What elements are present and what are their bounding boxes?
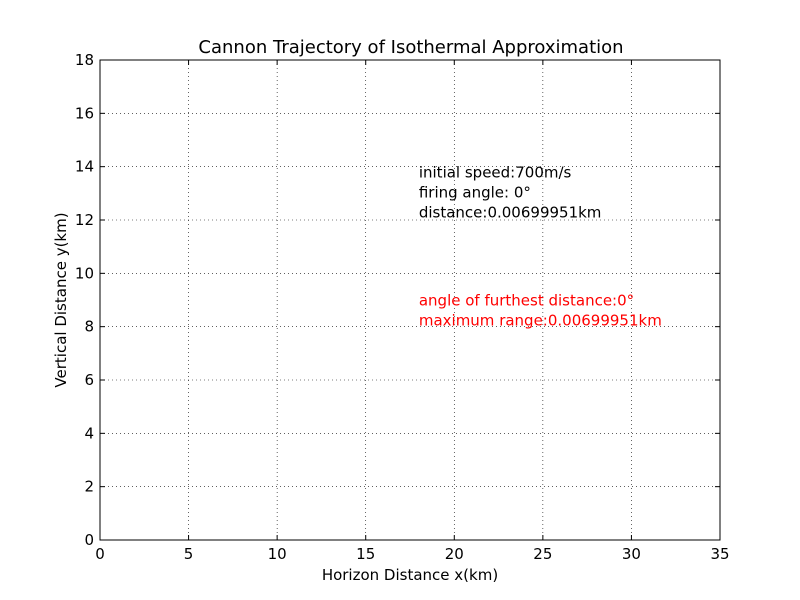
x-tick-label: 10 [268,545,287,563]
x-tick-label: 20 [445,545,464,563]
y-axis-label: Vertical Distance y(km) [52,212,70,387]
y-tick-label: 16 [75,104,94,122]
y-tick-label: 10 [75,264,94,282]
x-tick-label: 25 [533,545,552,563]
annotation-text: angle of furthest distance:0° [419,291,634,309]
y-tick-label: 6 [84,371,94,389]
x-tick-label: 35 [710,545,729,563]
tick-layer: 0 5 10 15 20 25 30 35 0 2 4 6 8 10 12 14 16 18 [75,51,730,563]
annotation-text: maximum range:0.00699951km [419,311,662,329]
x-tick-label: 5 [184,545,194,563]
y-tick-label: 18 [75,51,94,69]
annotation-text: firing angle: 0° [419,183,531,201]
y-tick-label: 0 [84,531,94,549]
annotation-text: distance:0.00699951km [419,203,602,221]
grid-layer [100,60,720,540]
y-tick-label: 12 [75,211,94,229]
annotation-text: initial speed:700m/s [419,163,572,181]
chart-title: Cannon Trajectory of Isothermal Approxim… [198,37,623,58]
annotation-layer: initial speed:700m/s firing angle: 0° dist… [419,163,662,329]
y-tick-label: 4 [84,424,94,442]
x-axis-label: Horizon Distance x(km) [322,566,498,584]
y-tick-label: 14 [75,158,94,176]
y-tick-label: 8 [84,318,94,336]
x-tick-label: 15 [356,545,375,563]
axes-frame [99,59,721,541]
x-tick-label: 0 [95,545,105,563]
x-tick-label: 30 [622,545,641,563]
y-tick-label: 2 [84,478,94,496]
